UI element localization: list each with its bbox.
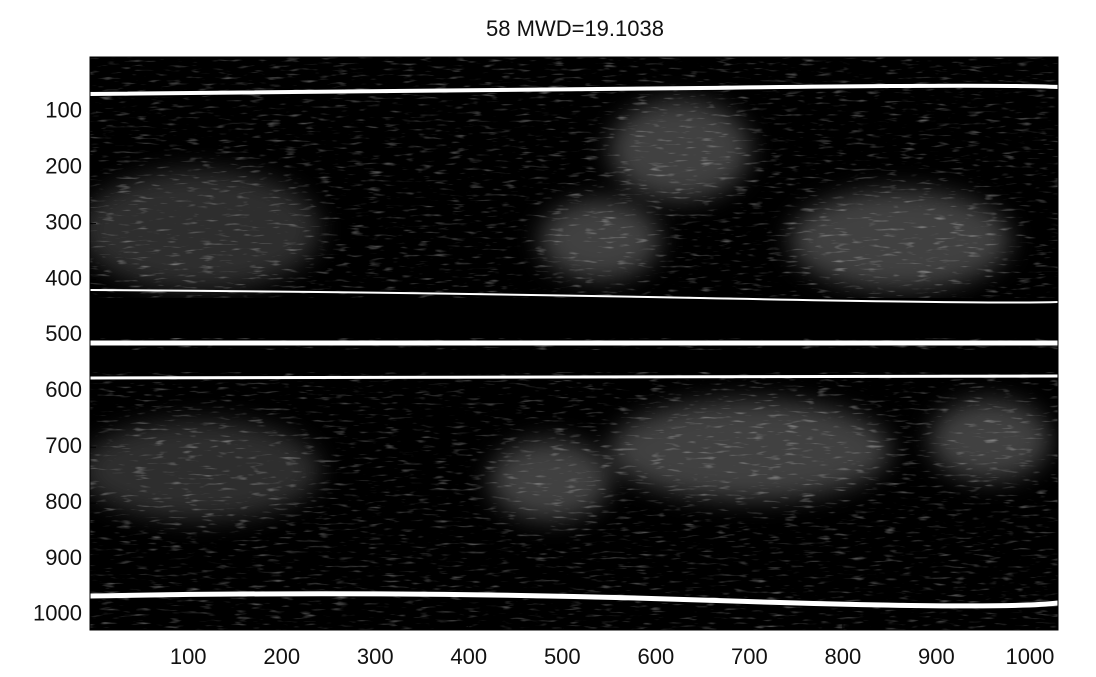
y-tick-label: 500	[45, 321, 82, 346]
y-tick-label: 1000	[33, 601, 82, 626]
x-tick-label: 400	[450, 644, 487, 669]
x-tick-label: 300	[357, 644, 394, 669]
y-tick-label: 200	[45, 153, 82, 178]
y-tick-label: 100	[45, 98, 82, 123]
y-tick-label: 600	[45, 377, 82, 402]
x-tick-label: 100	[170, 644, 207, 669]
x-tick-label: 700	[731, 644, 768, 669]
y-tick-label: 300	[45, 209, 82, 234]
y-tick-label: 900	[45, 545, 82, 570]
axes-box	[89, 56, 1059, 631]
x-tick-label: 500	[544, 644, 581, 669]
chart-title: 58 MWD=19.1038	[486, 16, 664, 41]
x-tick-label: 900	[918, 644, 955, 669]
y-tick-label: 700	[45, 433, 82, 458]
image	[90, 57, 1058, 630]
x-tick-label: 600	[637, 644, 674, 669]
x-tick-label: 800	[825, 644, 862, 669]
y-tick-label: 800	[45, 489, 82, 514]
x-tick-label: 1000	[1005, 644, 1054, 669]
y-tick-label: 400	[45, 265, 82, 290]
x-tick-label: 200	[263, 644, 300, 669]
